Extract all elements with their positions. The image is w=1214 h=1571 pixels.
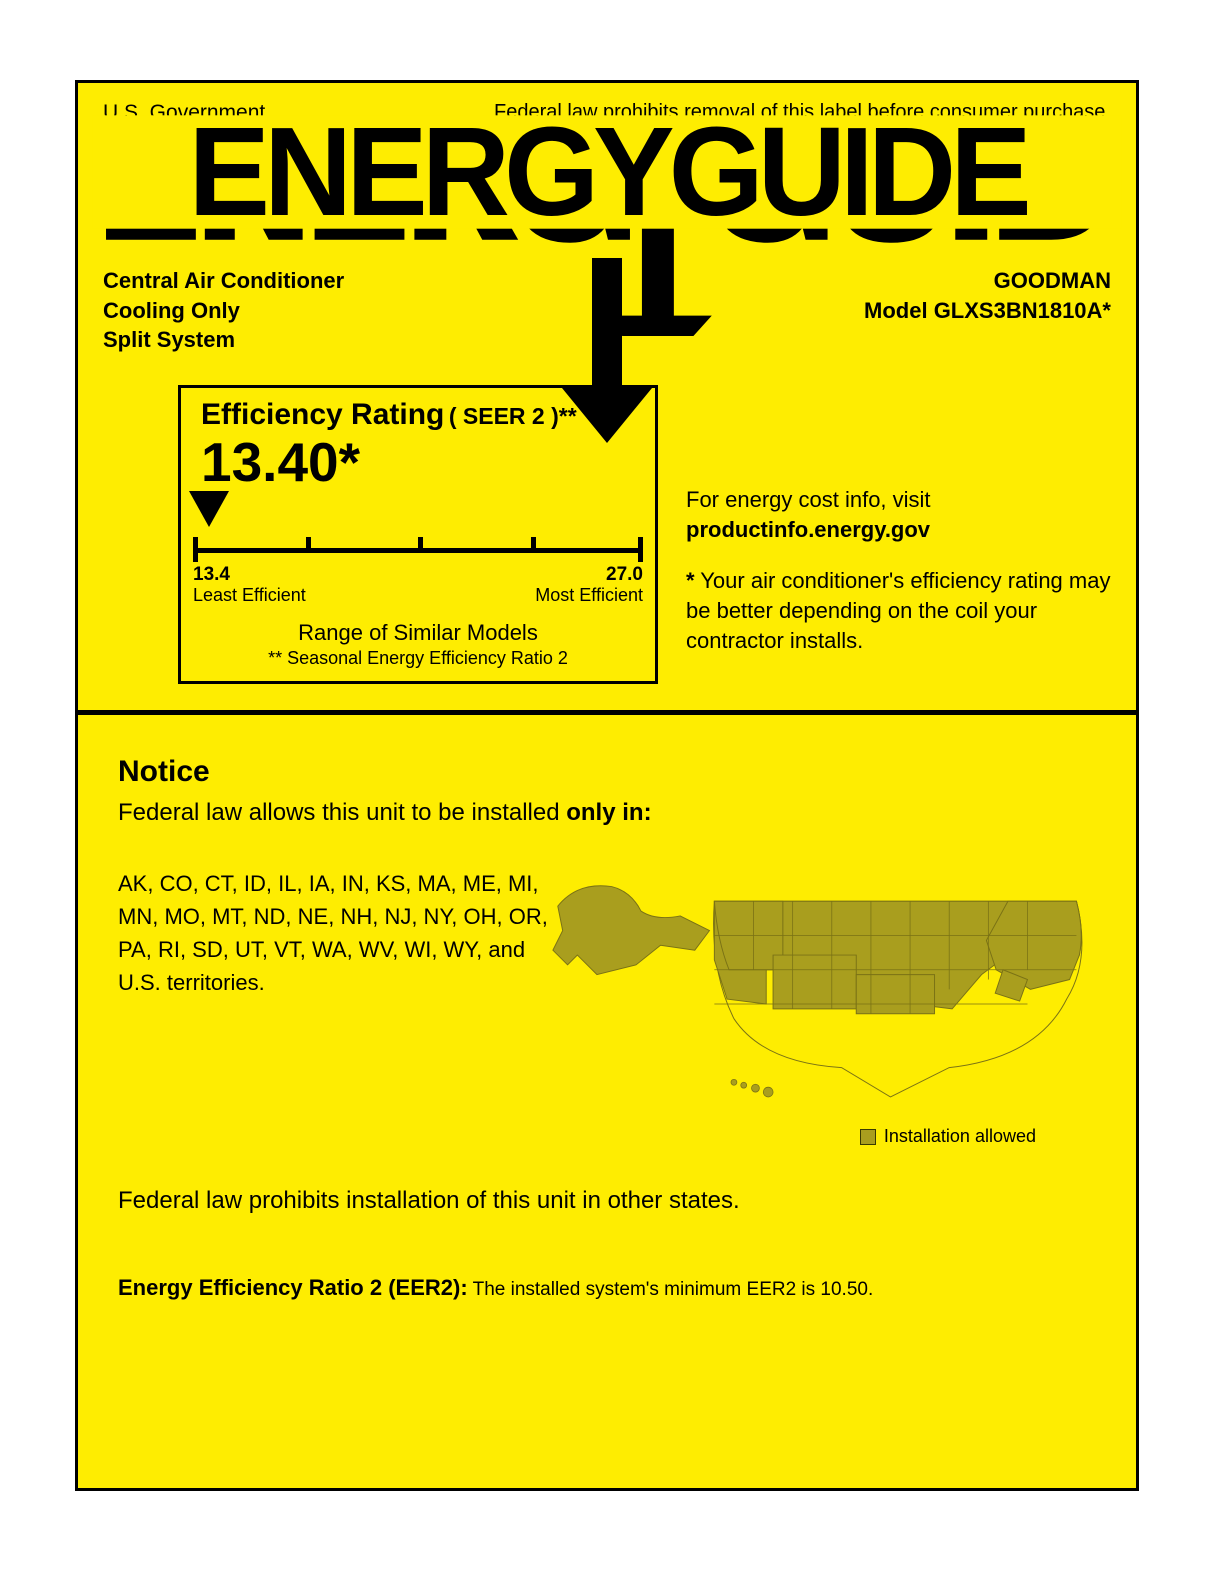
scale-min-text: Least Efficient xyxy=(193,586,306,604)
legend-swatch-icon xyxy=(860,1129,876,1145)
us-map: Installation allowed xyxy=(548,867,1096,1148)
energyguide-logo-text: ENERGYGUIDE xyxy=(93,115,1121,228)
efficiency-scale: 13.4 27.0 Least Efficient Most Efficient xyxy=(181,532,655,604)
notice-heading: Notice xyxy=(118,755,1096,789)
map-legend: Installation allowed xyxy=(548,1126,1096,1147)
mid-row: Efficiency Rating ( SEER 2 )** 13.40* 13… xyxy=(103,385,1111,684)
notice-body: AK, CO, CT, ID, IL, IA, IN, KS, MA, ME, … xyxy=(118,867,1096,1148)
range-caption: Range of Similar Models xyxy=(181,620,655,646)
brand: GOODMAN xyxy=(864,266,1111,296)
eer-label: Energy Efficiency Ratio 2 (EER2): xyxy=(118,1275,468,1300)
legend-text: Installation allowed xyxy=(884,1126,1036,1147)
asterisk-note: * Your air conditioner's efficiency rati… xyxy=(686,566,1111,655)
eer-text: The installed system's minimum EER2 is 1… xyxy=(468,1279,874,1300)
efficiency-box: Efficiency Rating ( SEER 2 )** 13.40* 13… xyxy=(178,385,658,684)
seer-footnote: ** Seasonal Energy Efficiency Ratio 2 xyxy=(181,648,655,669)
scale-line xyxy=(193,537,643,562)
efficiency-title: Efficiency Rating xyxy=(201,398,444,431)
efficiency-title-row: Efficiency Rating ( SEER 2 )** xyxy=(181,388,655,432)
notice-section: Notice Federal law allows this unit to b… xyxy=(103,715,1111,1216)
notice-lead: Federal law allows this unit to be insta… xyxy=(118,799,1096,827)
model: Model GLXS3BN1810A* xyxy=(864,296,1111,326)
efficiency-pointer-icon xyxy=(181,491,655,532)
cost-info-lead: For energy cost info, visit xyxy=(686,485,1111,515)
efficiency-value: 13.40* xyxy=(181,432,655,493)
product-model: GOODMAN Model GLXS3BN1810A* xyxy=(864,266,1111,355)
product-line3: Split System xyxy=(103,325,344,355)
side-info: For energy cost info, visit productinfo.… xyxy=(658,385,1111,684)
scale-labels: 13.4 27.0 xyxy=(193,564,643,586)
states-list: AK, CO, CT, ID, IL, IA, IN, KS, MA, ME, … xyxy=(118,867,548,1148)
eer-line: Energy Efficiency Ratio 2 (EER2): The in… xyxy=(103,1275,1111,1301)
scale-text-labels: Least Efficient Most Efficient xyxy=(193,586,643,604)
us-map-icon xyxy=(548,867,1096,1112)
scale-max-text: Most Efficient xyxy=(535,586,643,604)
efficiency-metric: ( SEER 2 )** xyxy=(449,403,577,429)
product-line2: Cooling Only xyxy=(103,296,344,326)
cost-info-url: productinfo.energy.gov xyxy=(686,515,1111,545)
product-line1: Central Air Conditioner xyxy=(103,266,344,296)
energy-guide-label: U.S. Government Federal law prohibits re… xyxy=(75,80,1139,1491)
prohibit-text: Federal law prohibits installation of th… xyxy=(118,1187,1096,1215)
product-type: Central Air Conditioner Cooling Only Spl… xyxy=(103,266,344,355)
scale-max-value: 27.0 xyxy=(606,564,643,586)
scale-min-value: 13.4 xyxy=(193,564,230,586)
